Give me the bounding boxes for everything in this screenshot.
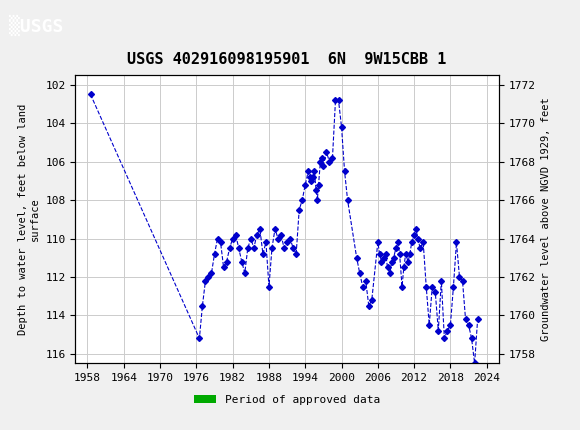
Bar	[451, 363, 462, 369]
Bar	[197, 363, 305, 369]
Text: ▒USGS: ▒USGS	[9, 15, 63, 37]
Bar	[375, 363, 414, 369]
Title: USGS 402916098195901  6N  9W15CBB 1: USGS 402916098195901 6N 9W15CBB 1	[128, 52, 447, 67]
Legend: Period of approved data: Period of approved data	[190, 391, 385, 410]
Bar	[88, 363, 96, 369]
Bar	[469, 363, 477, 369]
Bar	[309, 363, 360, 369]
Y-axis label: Depth to water level, feet below land
surface: Depth to water level, feet below land su…	[19, 104, 40, 335]
Bar	[417, 363, 423, 369]
Bar	[362, 363, 369, 369]
Y-axis label: Groundwater level above NGVD 1929, feet: Groundwater level above NGVD 1929, feet	[541, 98, 551, 341]
